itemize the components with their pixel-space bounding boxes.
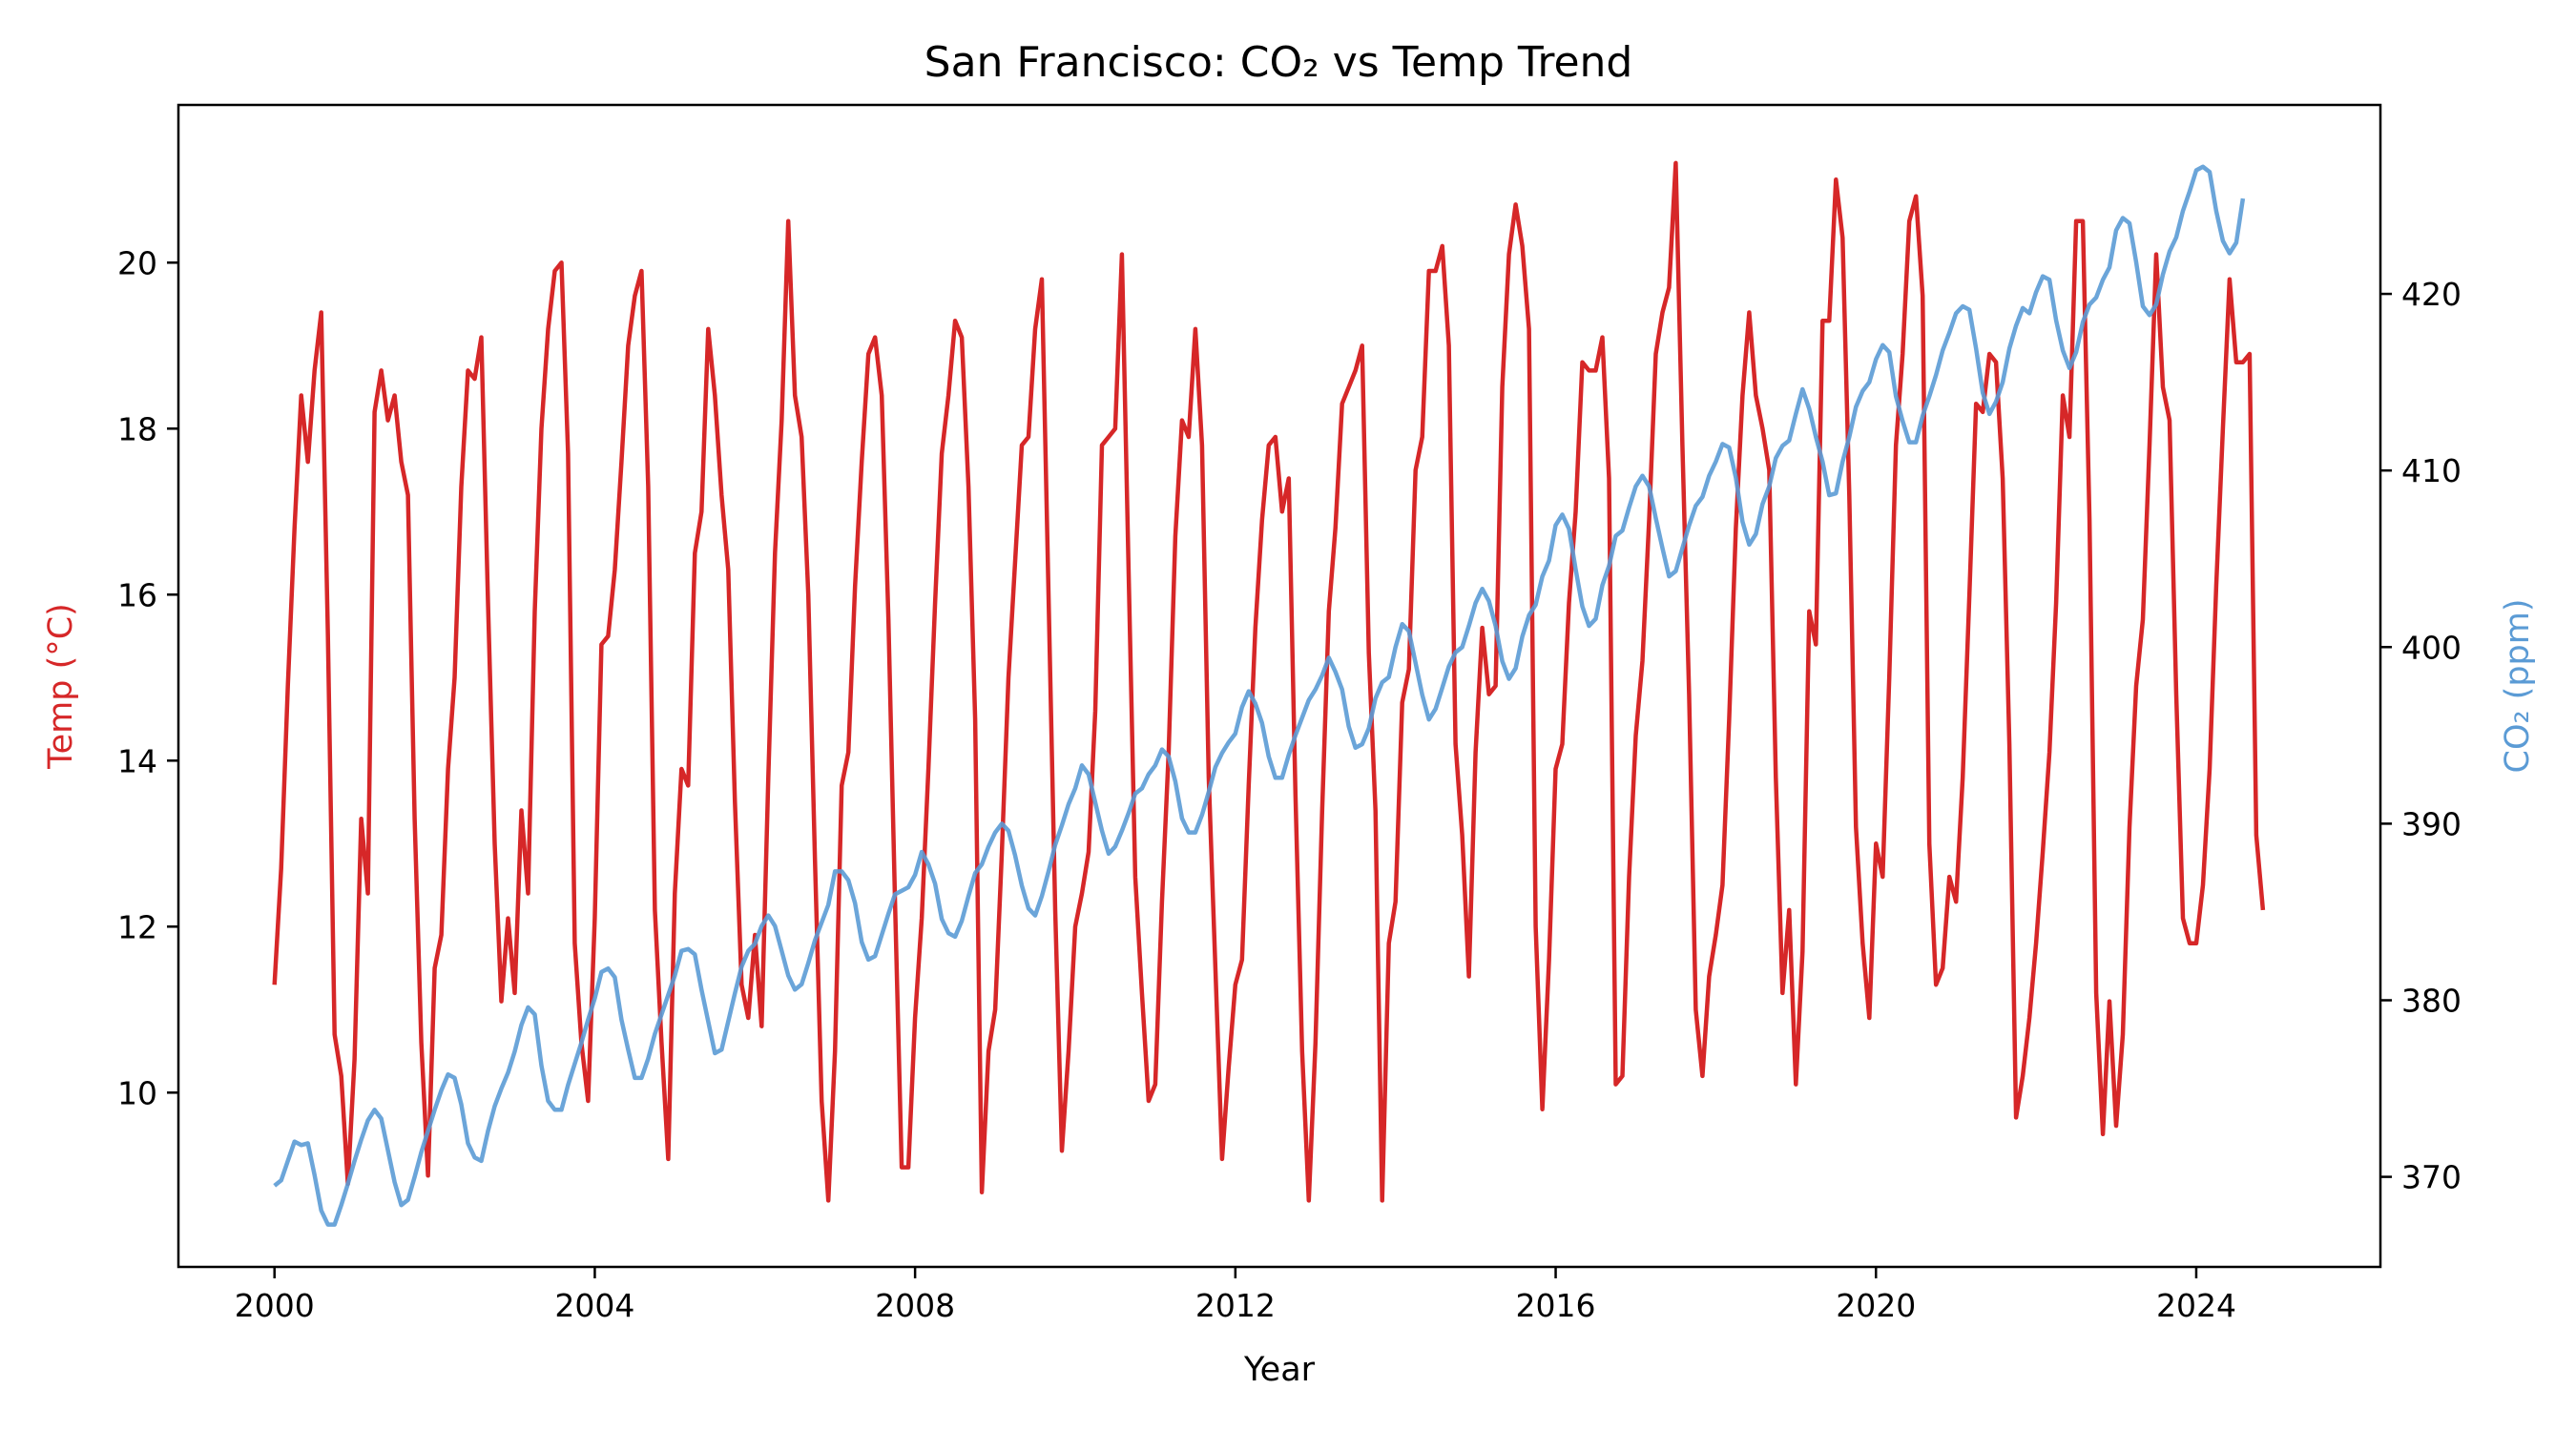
left-y-tick-label: 14: [117, 742, 157, 779]
right-y-axis: 370 380 390 400 410 420: [2380, 276, 2462, 1196]
temp-series-line: [272, 160, 2266, 1203]
x-tick-label: 2016: [1516, 1287, 1596, 1324]
plot-area-frame: [177, 103, 2382, 1269]
left-y-axis: 10 12 14 16 18 20: [117, 244, 178, 1111]
chart-title: San Francisco: CO₂ vs Temp Trend: [924, 38, 1633, 87]
left-y-tick-label: 16: [117, 576, 157, 613]
x-tick-label: 2020: [1836, 1287, 1916, 1324]
x-tick-label: 2004: [554, 1287, 634, 1324]
x-tick-label: 2024: [2156, 1287, 2236, 1324]
x-tick-label: 2008: [875, 1287, 955, 1324]
left-y-tick-label: 12: [117, 908, 157, 945]
x-tick-label: 2012: [1195, 1287, 1276, 1324]
right-y-tick-label: 370: [2401, 1159, 2462, 1196]
right-y-tick-label: 380: [2401, 982, 2462, 1019]
x-axis: 2000 2004 2008 2012 2016 2020 2024: [235, 1267, 2236, 1324]
right-y-axis-label: CO₂ (ppm): [2499, 599, 2537, 774]
co2-series-line: [273, 164, 2246, 1227]
left-y-axis-label: Temp (°C): [42, 603, 80, 770]
right-y-tick-label: 390: [2401, 805, 2462, 842]
x-tick-label: 2000: [235, 1287, 315, 1324]
left-y-tick-label: 18: [117, 410, 157, 447]
x-axis-label: Year: [1243, 1351, 1316, 1389]
right-y-tick-label: 420: [2401, 276, 2462, 313]
left-y-tick-label: 20: [117, 244, 157, 281]
right-y-tick-label: 400: [2401, 629, 2462, 666]
left-y-tick-label: 10: [117, 1074, 157, 1111]
right-y-tick-label: 410: [2401, 452, 2462, 489]
